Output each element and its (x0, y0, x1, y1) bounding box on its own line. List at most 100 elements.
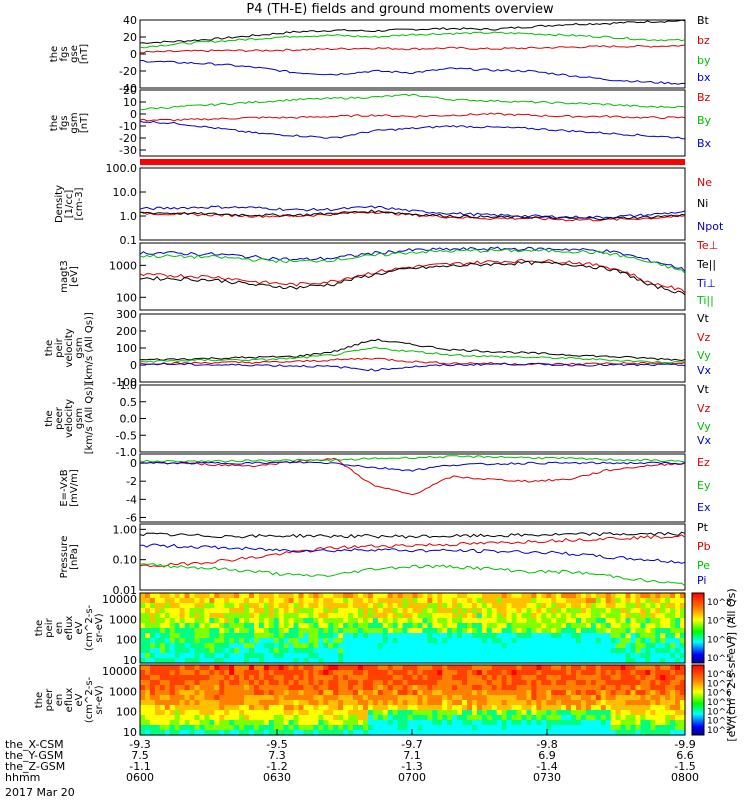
heatmap-cell (452, 725, 458, 731)
heatmap-cell (501, 643, 508, 649)
heatmap-cell (194, 593, 201, 599)
heatmap-cell (442, 653, 448, 659)
heatmap-cell (585, 710, 592, 716)
heatmap-cell (476, 618, 483, 624)
heatmap-cell (145, 700, 151, 706)
legend-entry: Vz (697, 331, 711, 344)
heatmap-cell (665, 700, 671, 706)
heatmap-cell (323, 618, 329, 624)
heatmap-cell (625, 628, 632, 634)
heatmap-cell (169, 638, 176, 644)
heatmap-cell (640, 628, 646, 634)
heatmap-cell (174, 613, 181, 619)
heatmap-cell (660, 608, 666, 614)
heatmap-cell (650, 680, 656, 686)
y-axis-label: the (44, 340, 55, 356)
heatmap-cell (610, 705, 617, 711)
heatmap-cell (254, 665, 260, 671)
heatmap-cell (372, 730, 379, 736)
y-axis-label: [nPa] (69, 544, 80, 570)
heatmap-cell (551, 715, 557, 721)
heatmap-cell (372, 715, 379, 721)
heatmap-cell (650, 658, 656, 664)
heatmap-cell (452, 618, 458, 624)
heatmap-cell (278, 658, 285, 664)
heatmap-cell (581, 710, 587, 716)
heatmap-cell (189, 695, 196, 701)
heatmap-cell (481, 705, 488, 711)
heatmap-cell (219, 675, 225, 681)
heatmap-cell (680, 593, 686, 599)
heatmap-cell (154, 658, 161, 664)
heatmap-cell (442, 690, 448, 696)
heatmap-cell (437, 710, 443, 716)
heatmap-cell (556, 720, 562, 726)
heatmap-cell (521, 593, 528, 599)
heatmap-cell (283, 665, 290, 671)
heatmap-cell (635, 623, 642, 629)
y-tick-label: -6 (126, 511, 137, 524)
heatmap-cell (467, 715, 473, 721)
series-line-Ez (139, 457, 686, 496)
heatmap-cell (551, 720, 557, 726)
heatmap-cell (417, 680, 424, 686)
y-tick-label: -0.5 (116, 429, 137, 442)
heatmap-cell (333, 613, 339, 619)
heatmap-cell (576, 730, 582, 736)
heatmap-cell (605, 685, 612, 691)
heatmap-cell (635, 658, 642, 664)
heatmap-cell (209, 603, 215, 609)
heatmap-cell (472, 643, 478, 649)
heatmap-cell (189, 613, 196, 619)
heatmap-cell (422, 665, 428, 671)
heatmap-cell (452, 648, 458, 654)
heatmap-cell (417, 675, 424, 681)
heatmap-cell (164, 648, 171, 654)
heatmap-cell (531, 613, 537, 619)
heatmap-cell (358, 730, 364, 736)
heatmap-cell (263, 623, 270, 629)
heatmap-cell (328, 653, 334, 659)
heatmap-cell (422, 670, 428, 676)
panel-peir_en_eflux: the peir en eflux eV (cm^2-s-sr-eV)1000010001… (34, 592, 732, 667)
heatmap-cell (551, 648, 557, 654)
heatmap-cell (199, 680, 206, 686)
y-tick-label: 40 (123, 14, 137, 27)
heatmap-cell (313, 670, 319, 676)
heatmap-cell (358, 680, 364, 686)
heatmap-cell (521, 628, 528, 634)
heatmap-cell (561, 593, 567, 599)
heatmap-cell (472, 648, 478, 654)
heatmap-cell (204, 695, 210, 701)
heatmap-cell (670, 710, 676, 716)
heatmap-cell (412, 730, 419, 736)
heatmap-cell (338, 670, 344, 676)
heatmap-cell (303, 638, 310, 644)
heatmap-cell (610, 598, 617, 604)
heatmap-cell (318, 685, 324, 691)
heatmap-cell (313, 710, 319, 716)
heatmap-cell (313, 593, 319, 599)
heatmap-cell (348, 730, 354, 736)
heatmap-cell (234, 593, 240, 599)
heatmap-cell (511, 695, 518, 701)
heatmap-cell (367, 613, 374, 619)
heatmap-cell (278, 665, 285, 671)
heatmap-cell (382, 715, 389, 721)
heatmap-cell (620, 690, 627, 696)
heatmap-cell (496, 628, 503, 634)
heatmap-cell (680, 653, 686, 659)
heatmap-cell (283, 593, 290, 599)
heatmap-cell (283, 608, 290, 614)
heatmap-cell (630, 638, 637, 644)
heatmap-cell (422, 618, 428, 624)
heatmap-cell (630, 685, 637, 691)
y-axis-label: (cm^2-s- (84, 604, 95, 651)
heatmap-cell (199, 675, 206, 681)
heatmap-cell (140, 613, 146, 619)
heatmap-cell (600, 685, 607, 691)
heatmap-cell (412, 680, 419, 686)
heatmap-cell (516, 608, 523, 614)
heatmap-cell (610, 633, 617, 639)
heatmap-cell (417, 700, 424, 706)
